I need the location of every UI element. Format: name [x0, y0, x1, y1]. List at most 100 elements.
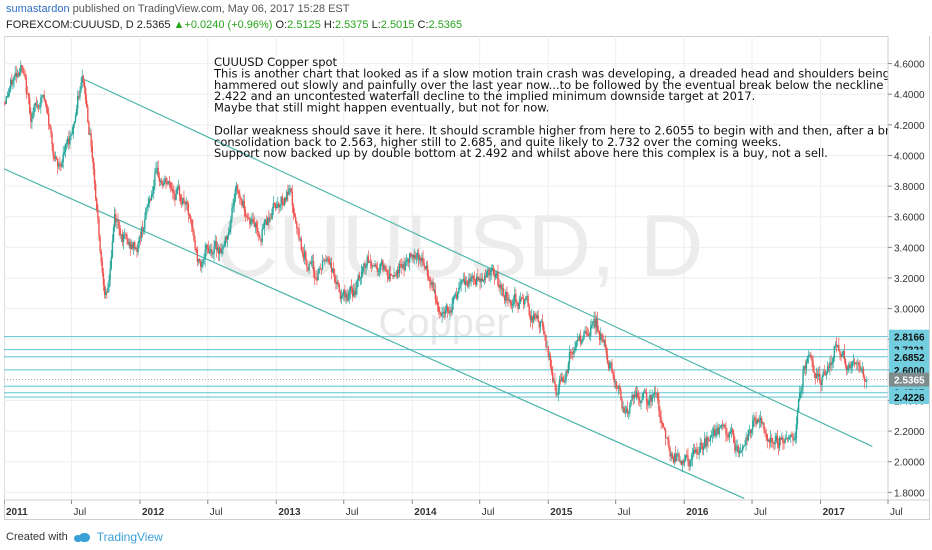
candle-body [256, 227, 259, 232]
candle-body [280, 196, 282, 206]
candle-body [777, 442, 780, 448]
candle-body [168, 181, 171, 183]
candle-body [579, 335, 582, 344]
candle-body [690, 459, 693, 461]
candle-body [25, 78, 28, 94]
candle-body [225, 236, 228, 241]
candle-body [127, 238, 129, 245]
candle-body [622, 407, 624, 409]
candle-body [692, 449, 695, 456]
candle-body [632, 395, 634, 399]
candle-body [132, 242, 135, 249]
candle-body [653, 392, 656, 395]
candle-body [611, 362, 613, 373]
candle-body [151, 193, 154, 195]
candle-body [464, 281, 467, 285]
candle-body [720, 425, 723, 428]
candle-body [388, 273, 391, 280]
candle-body [345, 293, 347, 298]
candle-body [235, 185, 238, 189]
candle-body [126, 234, 128, 239]
candle-body [236, 185, 239, 192]
candle-body [83, 81, 86, 89]
candle-body [509, 299, 511, 302]
candle-body [309, 263, 311, 265]
level-label: 2.6852 [894, 353, 925, 364]
candle-body [423, 263, 425, 267]
candle-body [353, 290, 355, 297]
candle-body [805, 362, 808, 369]
candle-body [249, 218, 251, 225]
candle-body [671, 453, 674, 459]
candle-body [461, 280, 463, 282]
candle-body [727, 436, 729, 438]
candle-body [178, 186, 181, 196]
candle-body [198, 259, 201, 262]
candle-body [107, 287, 109, 293]
candle-body [429, 278, 431, 283]
candle-body [563, 381, 565, 383]
candle-body [149, 198, 152, 201]
candle-body [334, 273, 336, 283]
candle-body [620, 390, 622, 400]
candle-body [495, 273, 497, 278]
candle-body [35, 103, 38, 106]
candle-body [815, 374, 818, 378]
candle-body [298, 228, 300, 240]
author-link[interactable]: sumastardon [6, 3, 70, 15]
high-label: H: [323, 19, 335, 31]
candle-body [630, 399, 632, 406]
symbol-name: FOREXCOM:CUUUSD, D [6, 19, 134, 31]
candle-body [446, 306, 449, 312]
last-price-label: 2.5365 [894, 376, 925, 387]
candle-body [182, 198, 184, 205]
price-tick-label: 3.6000 [894, 213, 925, 224]
candle-body [778, 437, 781, 448]
candle-body [320, 268, 323, 270]
candle-body [821, 376, 823, 386]
candle-body [590, 326, 592, 336]
candle-body [325, 260, 327, 262]
candle-body [849, 364, 851, 369]
candle-body [161, 182, 164, 186]
candle-body [328, 258, 330, 265]
candle-body [120, 234, 123, 236]
candle-body [571, 352, 573, 354]
candle-body [619, 386, 621, 391]
candle-body [699, 443, 701, 453]
candle-body [367, 256, 370, 263]
candle-body [358, 274, 361, 279]
candle-body [22, 67, 24, 74]
candle-body [34, 103, 36, 106]
candle-body [702, 447, 705, 450]
candle-body [37, 105, 40, 107]
chart-area[interactable]: CUUUSD, D Copper CUUUSD Copper spot This is… [4, 36, 930, 520]
candle-body [661, 422, 663, 425]
candle-body [87, 106, 89, 122]
candle-body [588, 335, 591, 337]
candle-body [26, 93, 29, 95]
candle-body [473, 278, 476, 281]
candle-body [322, 260, 325, 262]
candle-body [705, 438, 707, 447]
tradingview-brand[interactable]: TradingView [96, 530, 163, 544]
candle-body [27, 93, 30, 99]
candle-body [787, 437, 790, 440]
candle-body [792, 436, 794, 441]
candle-body [831, 362, 833, 365]
candle-body [327, 258, 329, 260]
candle-body [477, 276, 479, 281]
candle-body [414, 255, 416, 259]
candle-body [169, 182, 172, 188]
candle-body [525, 296, 527, 300]
candle-body [575, 341, 577, 348]
watermark-symbol: CUUUSD, D [215, 196, 704, 295]
candle-body [370, 262, 373, 267]
candle-body [259, 236, 261, 239]
channel-trend-line [82, 78, 873, 447]
candle-body [488, 268, 490, 276]
candle-body [33, 105, 35, 113]
candle-body [723, 424, 725, 426]
candle-body [376, 266, 378, 272]
